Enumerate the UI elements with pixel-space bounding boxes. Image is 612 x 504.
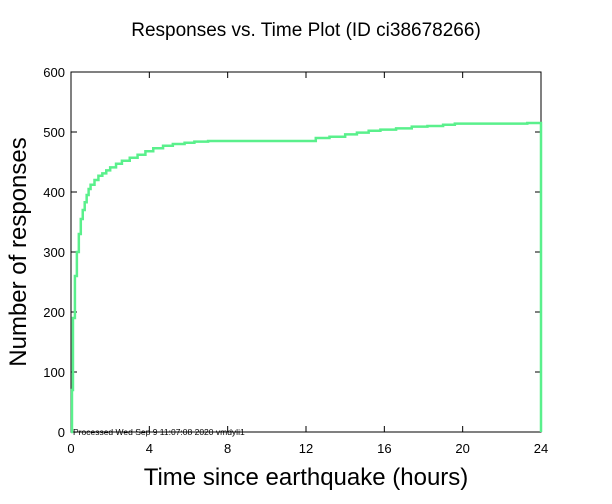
y-tick-label: 400	[43, 185, 65, 200]
y-tick-label: 0	[58, 425, 65, 440]
chart-title: Responses vs. Time Plot (ID ci38678266)	[131, 20, 481, 41]
y-axis-label: Number of responses	[5, 137, 32, 366]
x-tick-label: 24	[534, 441, 548, 456]
x-tick-label: 8	[224, 441, 231, 456]
x-tick-label: 20	[455, 441, 469, 456]
y-tick-label: 300	[43, 245, 65, 260]
x-axis-label: Time since earthquake (hours)	[144, 464, 469, 491]
responses-series-line	[70, 121, 543, 434]
plot-frame	[70, 71, 542, 433]
y-tick-label: 100	[43, 365, 65, 380]
x-tick-label: 0	[67, 441, 74, 456]
x-tick-label: 4	[146, 441, 153, 456]
processed-annotation: Processed Wed Sep 9 11:07:08 2020 vmdyli…	[73, 427, 245, 437]
y-tick-label: 200	[43, 305, 65, 320]
x-tick-label: 12	[299, 441, 313, 456]
y-tick-label: 500	[43, 125, 65, 140]
y-tick-label: 600	[43, 65, 65, 80]
x-tick-label: 16	[377, 441, 391, 456]
